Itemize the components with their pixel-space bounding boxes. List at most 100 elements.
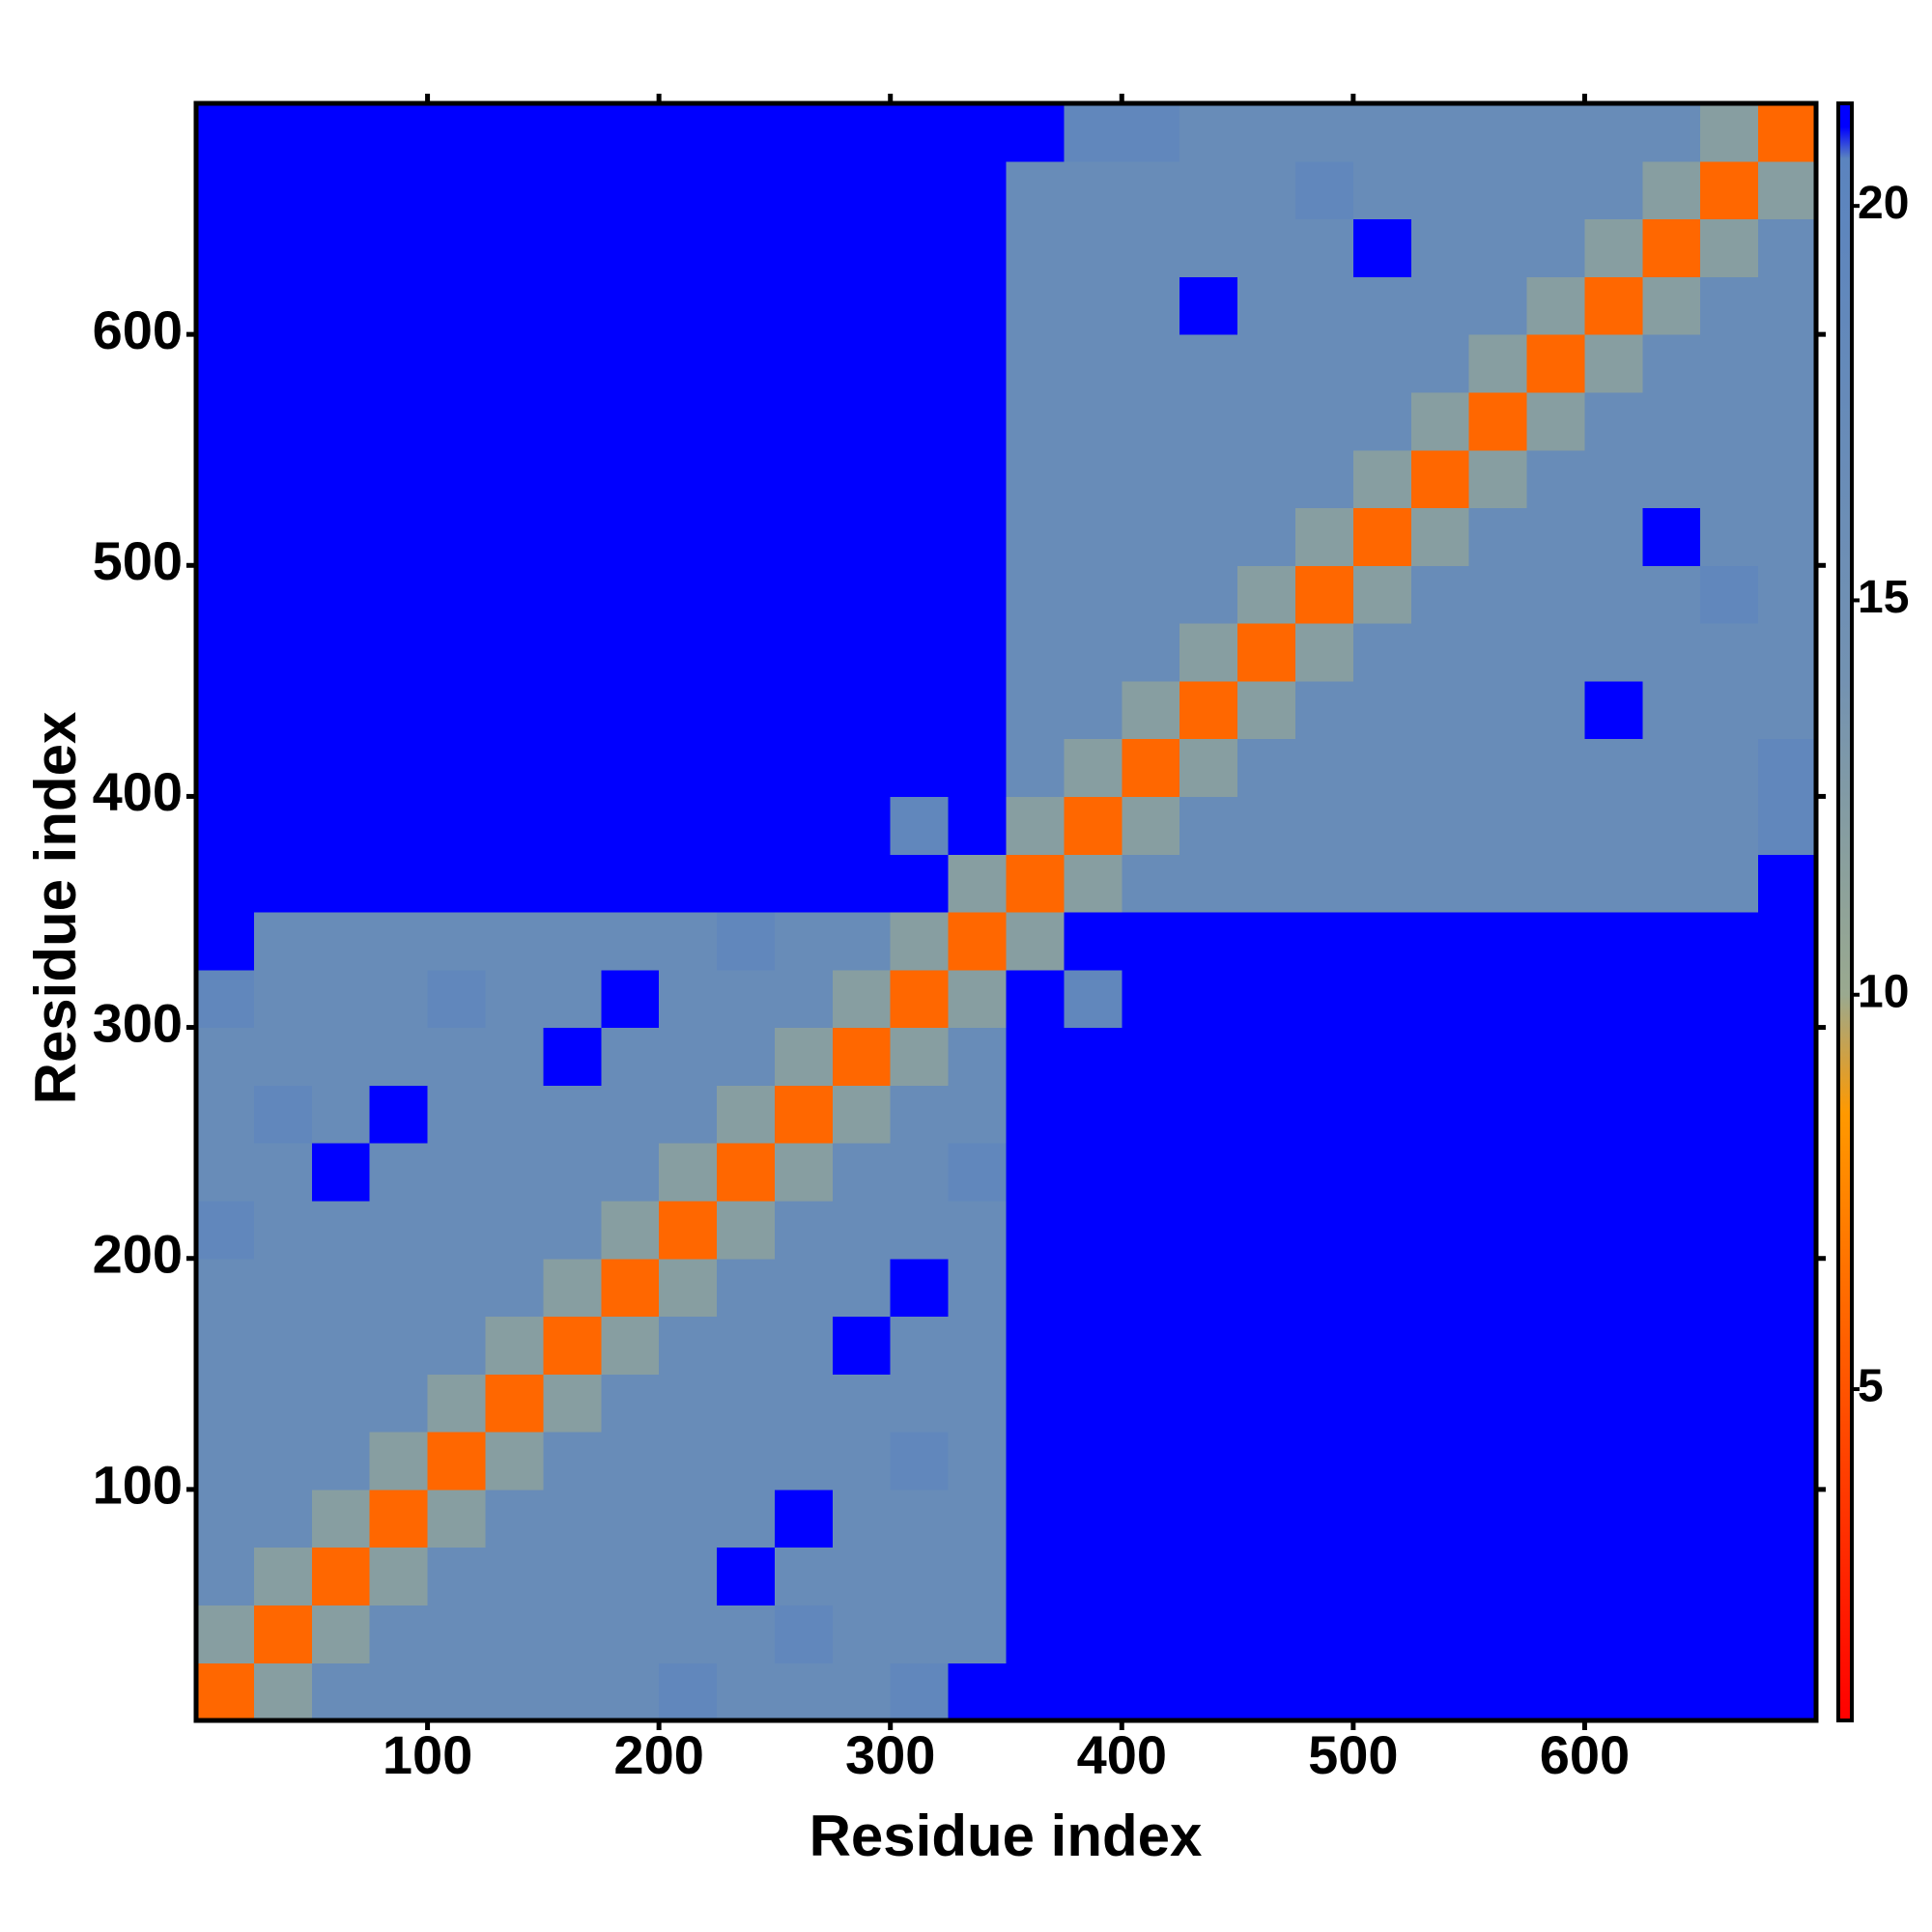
- cell: [1179, 623, 1238, 682]
- cell: [1122, 738, 1180, 798]
- cell: [774, 912, 834, 971]
- axes: 100 200 300 400 500 600 100 200 300 400 500 600: [93, 94, 1826, 1785]
- cell: [1642, 1605, 1701, 1663]
- cell: [774, 796, 834, 855]
- cell: [311, 449, 371, 509]
- cell: [832, 1027, 892, 1086]
- cell: [659, 1143, 718, 1202]
- cell: [1064, 276, 1122, 335]
- cell: [1122, 854, 1180, 913]
- cell: [948, 1662, 1008, 1721]
- cell: [1006, 623, 1065, 682]
- cell: [485, 160, 544, 220]
- cell: [1237, 1085, 1296, 1144]
- cell: [774, 1432, 834, 1491]
- cell: [369, 738, 429, 798]
- cell: [1642, 391, 1701, 451]
- cell: [659, 1662, 718, 1721]
- cell: [1006, 565, 1065, 624]
- cell: [1584, 103, 1643, 162]
- cell: [369, 391, 429, 451]
- cell: [543, 854, 602, 913]
- cell: [485, 103, 544, 162]
- cell: [311, 1662, 371, 1721]
- cell: [1468, 1374, 1528, 1433]
- cell: [1758, 1027, 1817, 1086]
- cell: [1700, 160, 1759, 220]
- cell: [1410, 276, 1470, 335]
- cell: [1122, 796, 1180, 855]
- cell: [1352, 334, 1412, 393]
- cell: [253, 276, 313, 335]
- cell: [948, 1374, 1008, 1433]
- cell: [1642, 796, 1701, 855]
- cell: [948, 103, 1008, 162]
- cell: [1700, 1143, 1759, 1202]
- cell: [1294, 1374, 1354, 1433]
- cell: [1122, 1605, 1180, 1663]
- cell: [601, 1605, 660, 1663]
- cell: [774, 1374, 834, 1433]
- cell: [1642, 334, 1701, 393]
- cell: [1642, 854, 1701, 913]
- cell: [1352, 1489, 1412, 1548]
- cell: [1237, 969, 1296, 1029]
- cell: [1179, 1374, 1238, 1433]
- cell: [369, 507, 429, 566]
- cell: [1237, 796, 1296, 855]
- cell: [948, 969, 1008, 1029]
- cell: [253, 1605, 313, 1663]
- cell: [1584, 160, 1643, 220]
- cell: [1064, 507, 1122, 566]
- cell: [253, 1432, 313, 1491]
- cell: [1468, 1200, 1528, 1260]
- cell: [1352, 391, 1412, 451]
- cell: [1642, 1200, 1701, 1260]
- cell: [1179, 218, 1238, 277]
- cell: [196, 565, 255, 624]
- cell: [832, 738, 892, 798]
- cell: [948, 334, 1008, 393]
- cell: [1064, 1432, 1122, 1491]
- cell: [1294, 160, 1354, 220]
- cell: [717, 1547, 776, 1606]
- cell: [1179, 1200, 1238, 1260]
- cell: [543, 1374, 602, 1433]
- cell: [253, 160, 313, 220]
- cell: [1294, 680, 1354, 740]
- cell: [1642, 565, 1701, 624]
- cell: [1179, 276, 1238, 335]
- cell: [427, 1547, 487, 1606]
- cell: [543, 507, 602, 566]
- cell: [196, 449, 255, 509]
- cell: [1584, 680, 1643, 740]
- cell: [253, 1374, 313, 1433]
- cell: [890, 680, 950, 740]
- cell: [832, 680, 892, 740]
- cell: [253, 334, 313, 393]
- cell: [1468, 1143, 1528, 1202]
- cell: [1237, 738, 1296, 798]
- cell: [717, 912, 776, 971]
- cell: [601, 103, 660, 162]
- cell: [1584, 1374, 1643, 1433]
- cell: [427, 912, 487, 971]
- cell: [659, 1489, 718, 1548]
- cell: [890, 912, 950, 971]
- cell: [659, 912, 718, 971]
- cell: [1006, 1027, 1065, 1086]
- cell: [369, 1200, 429, 1260]
- cell: [1584, 1662, 1643, 1721]
- cell: [196, 1605, 255, 1663]
- cell: [1064, 391, 1122, 451]
- cell: [890, 218, 950, 277]
- cell: [1352, 1316, 1412, 1375]
- cell: [1584, 449, 1643, 509]
- cell: [1064, 680, 1122, 740]
- cell: [1758, 738, 1817, 798]
- cell: [1006, 1489, 1065, 1548]
- cell: [774, 1027, 834, 1086]
- cell: [717, 623, 776, 682]
- cell: [832, 1605, 892, 1663]
- cell: [1064, 565, 1122, 624]
